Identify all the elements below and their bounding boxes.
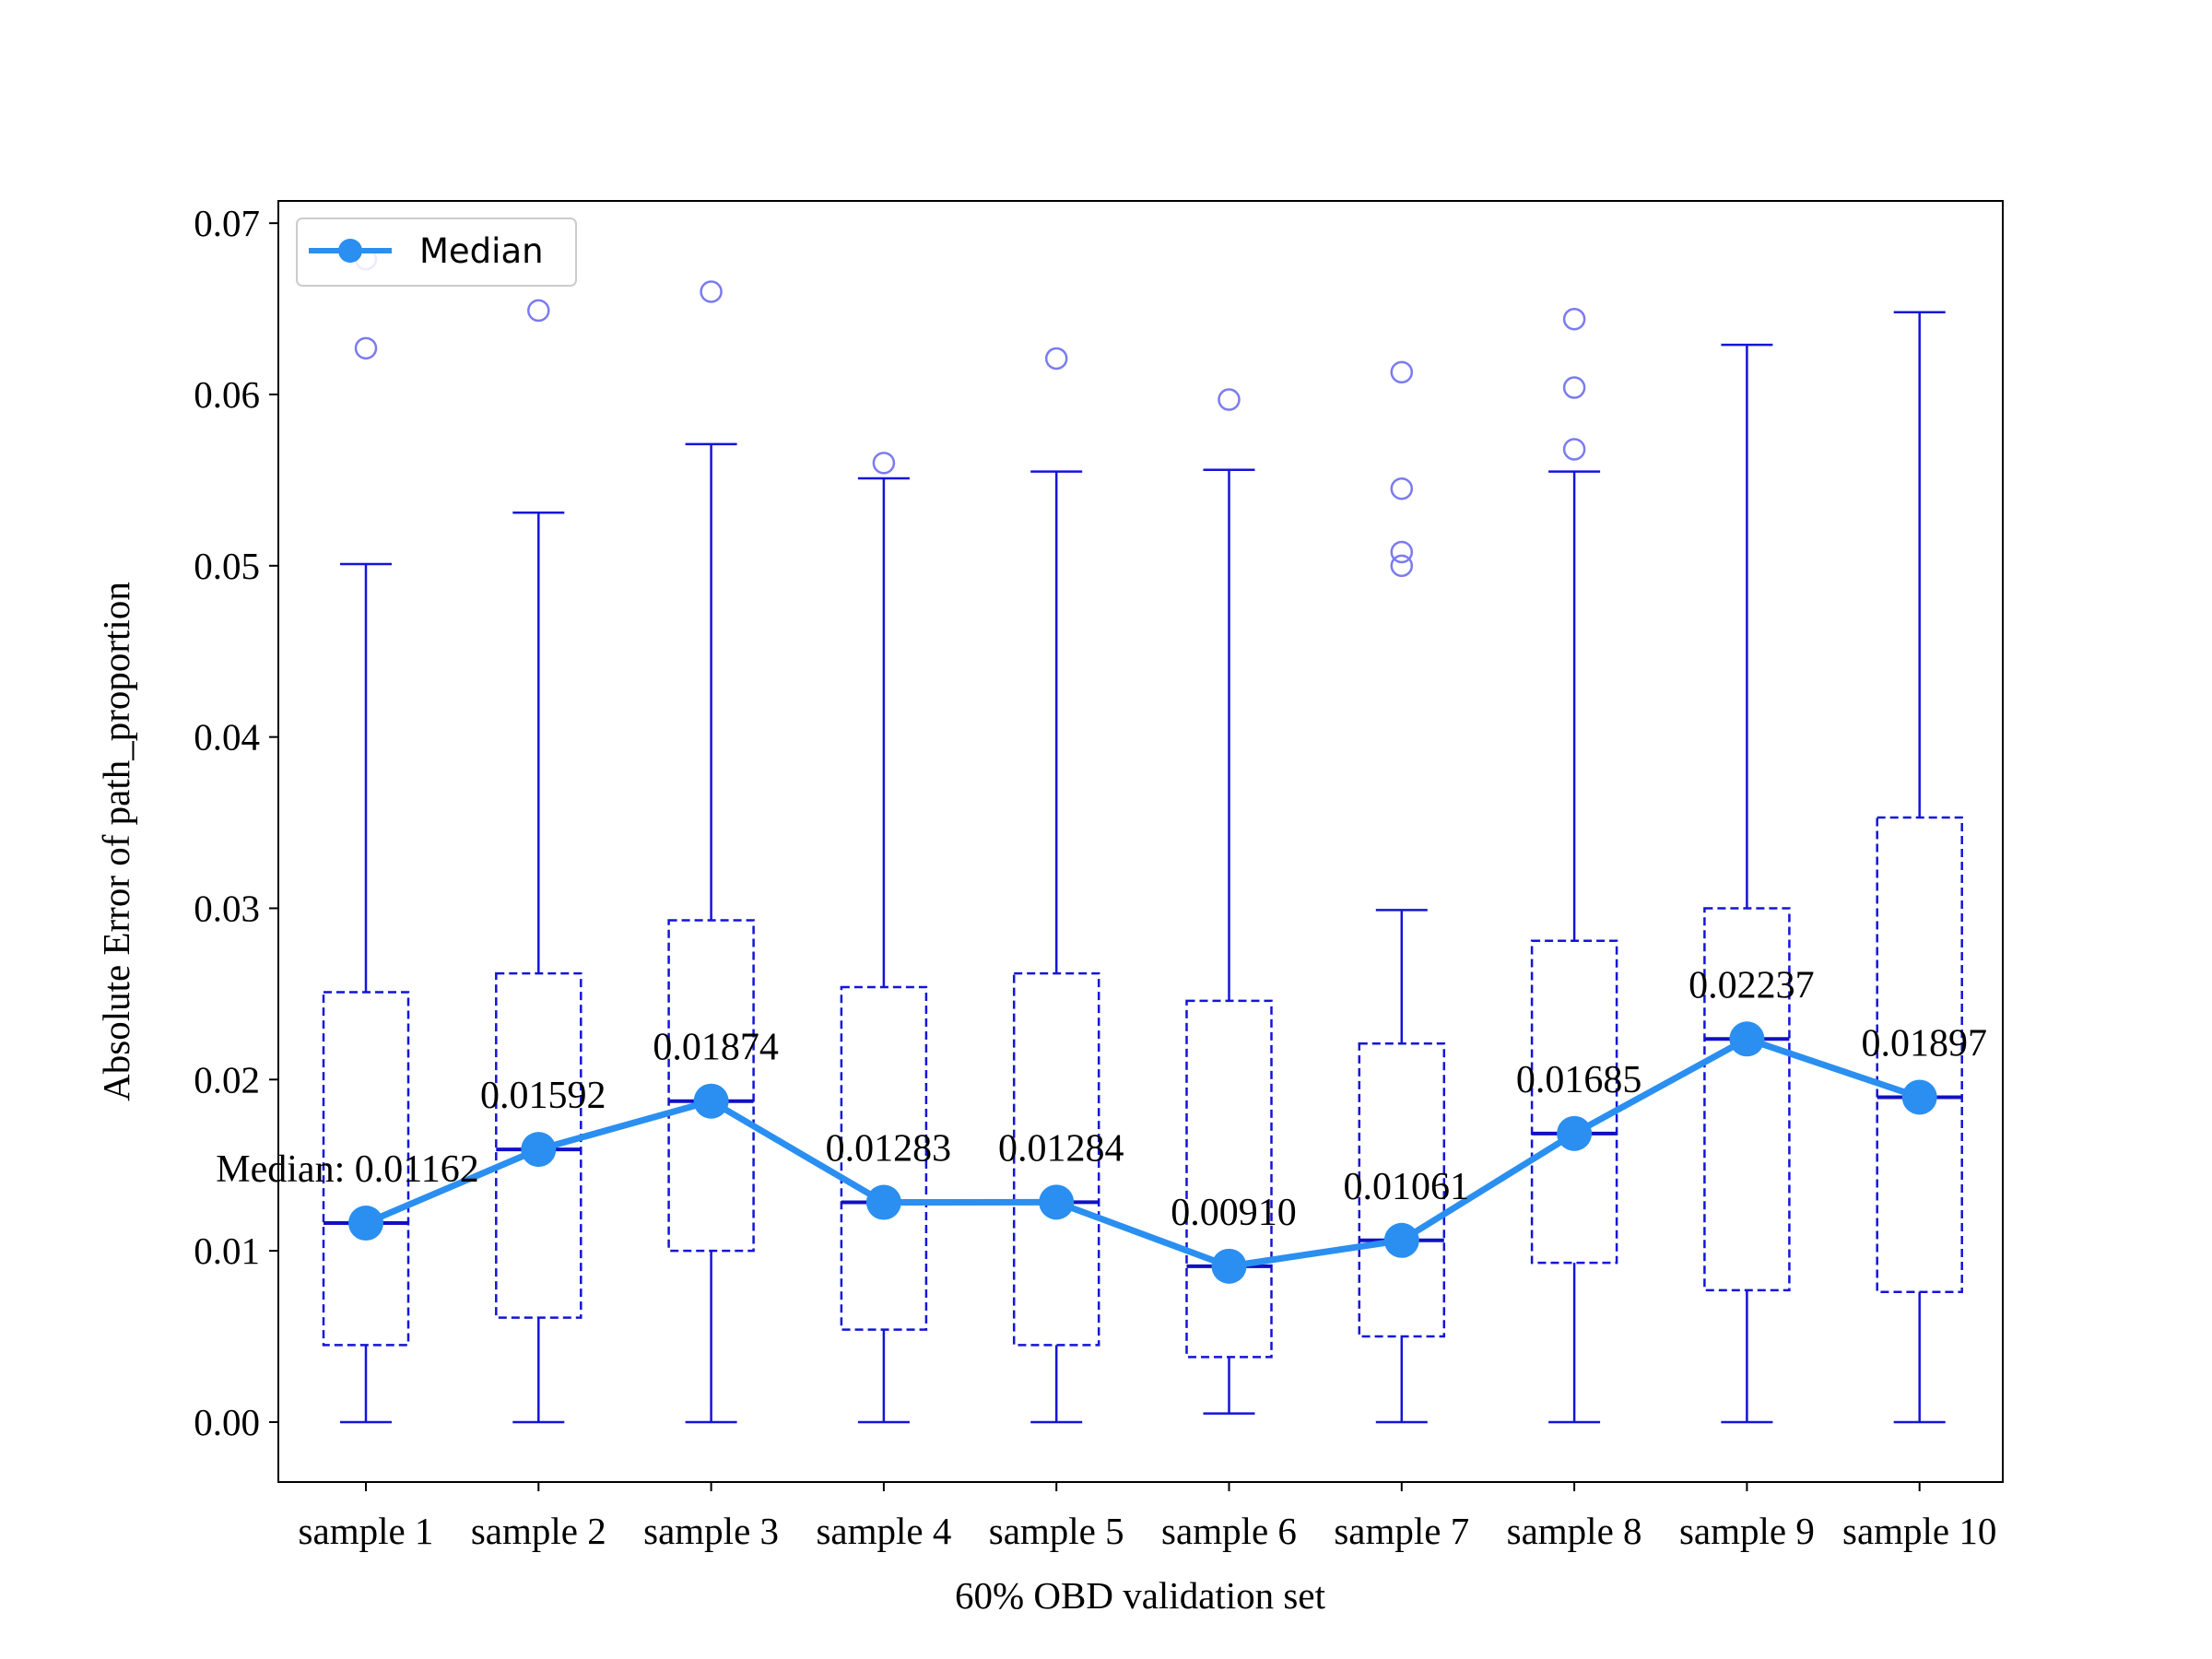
median-point: [865, 1184, 901, 1220]
legend-marker-swatch: [338, 239, 362, 263]
legend-label-median: Median: [419, 231, 544, 271]
y-tick-label: 0.04: [194, 716, 260, 759]
median-point: [348, 1206, 383, 1241]
y-tick-label: 0.07: [194, 202, 260, 244]
x-tick-label: sample 10: [1842, 1510, 1996, 1552]
x-tick-label: sample 4: [816, 1510, 951, 1552]
box-iqr: [1703, 907, 1791, 1292]
y-tick-label: 0.03: [194, 887, 260, 929]
box-8: [1530, 307, 1618, 1424]
y-tick-label: 0.00: [194, 1401, 260, 1443]
median-point: [1039, 1184, 1075, 1220]
box-iqr: [1358, 1042, 1446, 1338]
box-iqr: [1876, 816, 1963, 1293]
box-3: [667, 280, 755, 1424]
outlier-point: [527, 299, 550, 323]
median-annotation: 0.01283: [826, 1128, 952, 1171]
outlier-point: [354, 336, 378, 360]
x-tick-label: sample 8: [1507, 1510, 1642, 1552]
y-axis-label: Absolute Error of path_proportion: [95, 582, 137, 1101]
box-iqr: [667, 919, 755, 1253]
outlier-point: [1044, 347, 1068, 371]
outlier-point: [1562, 438, 1586, 461]
y-tick-label: 0.01: [194, 1230, 260, 1272]
median-annotation: 0.00910: [1171, 1192, 1297, 1234]
x-tick-label: sample 3: [643, 1510, 779, 1552]
box-iqr: [1530, 939, 1618, 1265]
y-tick-label: 0.02: [194, 1058, 260, 1100]
y-tick-label: 0.05: [194, 545, 260, 587]
plot-frame: [277, 200, 2004, 1483]
legend-frame: [296, 218, 577, 287]
outlier-point: [1218, 388, 1241, 411]
outlier-point: [1390, 554, 1414, 578]
median-annotation: 0.01685: [1516, 1059, 1642, 1101]
median-annotation: 0.01874: [653, 1027, 779, 1069]
outlier-point: [1390, 360, 1414, 384]
median-point: [1557, 1115, 1593, 1151]
median-point: [1901, 1079, 1937, 1115]
y-tick-label: 0.06: [194, 373, 260, 416]
x-tick-label: sample 5: [989, 1510, 1124, 1552]
box-9: [1703, 343, 1791, 1424]
x-axis: sample 1 sample 2 sample 3 sample 4 sample 5…: [299, 1482, 1996, 1552]
legend: Median: [296, 218, 577, 287]
box-iqr: [1185, 999, 1273, 1359]
outlier-point: [1390, 540, 1414, 564]
median-point: [1729, 1021, 1765, 1057]
median-annotation: 0.01897: [1861, 1022, 1987, 1065]
median-annotation: 0.01592: [480, 1075, 606, 1117]
outlier-point: [1562, 376, 1586, 399]
median-point: [521, 1132, 557, 1168]
outlier-point: [872, 452, 896, 475]
outlier-point: [1562, 307, 1586, 331]
outlier-point: [700, 280, 723, 303]
x-tick-label: sample 9: [1679, 1510, 1815, 1552]
median-annotation: Median: 0.01162: [216, 1148, 478, 1191]
outlier-point: [1390, 477, 1414, 500]
median-series-layer: [348, 1021, 1937, 1284]
y-axis: 0.00 0.01 0.02 0.03 0.04 0.05 0.06 0.07: [194, 202, 278, 1443]
median-point: [1383, 1222, 1419, 1258]
box-iqr: [495, 971, 582, 1319]
box-iqr: [840, 985, 928, 1331]
x-tick-label: sample 2: [471, 1510, 606, 1552]
x-tick-label: sample 6: [1161, 1510, 1297, 1552]
median-point: [1211, 1248, 1247, 1284]
box-iqr: [322, 991, 410, 1347]
median-annotation: 0.02237: [1688, 964, 1815, 1006]
x-axis-label: 60% OBD validation set: [955, 1574, 1326, 1617]
median-annotation: 0.01061: [1344, 1166, 1470, 1208]
box-iqr: [1012, 971, 1100, 1347]
x-tick-label: sample 7: [1334, 1510, 1469, 1552]
median-series-line: [362, 1035, 1924, 1270]
median-annotation: 0.01284: [998, 1127, 1124, 1170]
median-point: [693, 1083, 729, 1119]
x-tick-label: sample 1: [299, 1510, 434, 1552]
